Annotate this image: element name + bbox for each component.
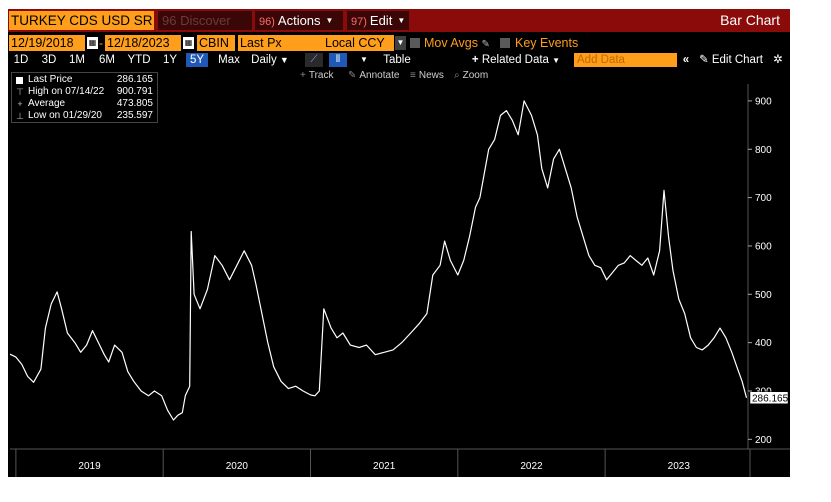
caret-down-icon: ▼: [325, 16, 334, 25]
y-tick-label: 600: [755, 241, 772, 252]
edit-chart-button[interactable]: ✎ Edit Chart: [699, 54, 763, 66]
series-lines: [9, 100, 748, 421]
key-events-checkbox[interactable]: [500, 38, 510, 48]
pencil-icon: ✎: [348, 70, 357, 81]
track-tool[interactable]: + Track: [300, 70, 334, 81]
end-date-input[interactable]: 12/18/2023: [105, 35, 181, 51]
zoom-tool[interactable]: ⌕ Zoom: [454, 70, 489, 81]
last-value-box: [749, 391, 789, 405]
series-line-last-price: [9, 100, 748, 421]
add-data-input[interactable]: Add Data: [574, 53, 677, 67]
edit-label: Edit: [369, 13, 393, 28]
legend-swatch: [16, 77, 23, 84]
legend-box: Last Price 286.165 ⊤ High on 07/14/22 90…: [11, 72, 158, 123]
calendar-icon[interactable]: ▦: [87, 37, 98, 49]
plot-area: [10, 84, 790, 450]
caret-down-icon[interactable]: ▼: [395, 36, 406, 50]
y-tick-label: 500: [755, 290, 772, 301]
title-bar: TURKEY CDS USD SR 96 Discover 96) Actions…: [8, 9, 790, 32]
bar-chart-icon[interactable]: ⫴: [329, 53, 347, 67]
mov-avgs-label[interactable]: Mov Avgs ✎: [424, 36, 490, 50]
pencil-icon: ✎: [699, 54, 709, 66]
edit-shortcut: 97): [351, 16, 367, 28]
related-data-button[interactable]: + Related Data ▼: [471, 54, 561, 66]
legend-high: ⊤ High on 07/14/22 900.791: [12, 86, 157, 98]
caret-down-icon: ▼: [397, 16, 406, 25]
period-3d[interactable]: 3D: [41, 54, 57, 66]
last-value-marker: 286.165: [749, 391, 789, 405]
table-button[interactable]: Table: [383, 54, 411, 66]
x-tick-label: 2020: [226, 461, 249, 472]
x-tick-label: 2019: [78, 461, 101, 472]
zoom-icon: ⌕: [454, 70, 460, 81]
x-tick-label: 2022: [520, 461, 543, 472]
line-chart-icon[interactable]: ⟋: [305, 53, 323, 67]
gear-icon[interactable]: ✲: [773, 54, 783, 66]
high-marker-icon: ⊤: [16, 87, 24, 97]
parameters-bar: 12/19/2018 ▦ - 12/18/2023 ▦ CBIN Last Px…: [8, 34, 790, 52]
ticker-input[interactable]: TURKEY CDS USD SR: [9, 11, 154, 30]
y-tick-label: 800: [755, 145, 772, 156]
period-ytd[interactable]: YTD: [127, 54, 151, 66]
last-value-label: 286.165: [752, 393, 789, 404]
start-date-input[interactable]: 12/19/2018: [9, 35, 85, 51]
annotate-tool[interactable]: ✎ Annotate: [348, 70, 400, 81]
key-events-label[interactable]: Key Events: [515, 36, 579, 50]
frequency-select[interactable]: Daily ▼: [251, 54, 289, 66]
period-1m[interactable]: 1M: [69, 54, 85, 66]
currency-select[interactable]: Local CCY: [323, 35, 394, 51]
discover-button[interactable]: 96 Discover: [158, 11, 252, 30]
price-chart[interactable]: 200300400500600700800900 201920202021202…: [8, 9, 790, 477]
news-tool[interactable]: ≡ News: [410, 70, 444, 81]
legend-average: + Average 473.805: [12, 98, 157, 110]
period-1d[interactable]: 1D: [13, 54, 29, 66]
mov-avgs-checkbox[interactable]: [410, 38, 420, 48]
x-axis: 2019 2020 2021 2022 2023: [15, 449, 751, 477]
calendar-icon[interactable]: ▦: [183, 37, 194, 49]
pencil-icon[interactable]: ✎: [481, 39, 490, 50]
field-input[interactable]: Last Px: [238, 35, 324, 51]
actions-label: Actions: [277, 13, 321, 28]
window-title: Bar Chart: [720, 12, 780, 28]
source-input[interactable]: CBIN: [197, 35, 235, 51]
y-tick-label: 900: [755, 96, 772, 107]
period-6m[interactable]: 6M: [99, 54, 115, 66]
period-5y[interactable]: 5Y: [186, 53, 208, 67]
legend-low: ⊥ Low on 01/29/20 235.597: [12, 110, 157, 122]
legend-last-price: Last Price 286.165: [12, 74, 157, 86]
actions-shortcut: 96): [259, 16, 275, 28]
bloomberg-chart-window: 200300400500600700800900 201920202021202…: [8, 9, 790, 477]
actions-menu-button[interactable]: 96) Actions ▼: [255, 11, 343, 30]
edit-menu-button[interactable]: 97) Edit ▼: [347, 11, 409, 30]
news-icon: ≡: [410, 70, 416, 81]
caret-down-icon[interactable]: ▼: [360, 55, 368, 64]
period-1y[interactable]: 1Y: [162, 54, 178, 66]
collapse-icon[interactable]: «: [682, 54, 690, 66]
date-separator: -: [99, 36, 103, 50]
crosshair-icon: +: [300, 70, 306, 81]
average-marker-icon: +: [17, 99, 23, 109]
low-marker-icon: ⊥: [16, 111, 24, 121]
y-tick-label: 200: [755, 435, 772, 446]
y-tick-label: 700: [755, 193, 772, 204]
period-max[interactable]: Max: [218, 54, 240, 66]
caret-down-icon: ▼: [552, 56, 561, 65]
x-tick-label: 2021: [373, 461, 396, 472]
x-tick-label: 2023: [668, 461, 691, 472]
y-tick-label: 400: [755, 338, 772, 349]
caret-down-icon: ▼: [279, 55, 289, 65]
toolbar: 1D 3D 1M 6M YTD 1Y 5Y Max Daily ▼ ⟋ ⫴ ▼ …: [8, 52, 790, 68]
